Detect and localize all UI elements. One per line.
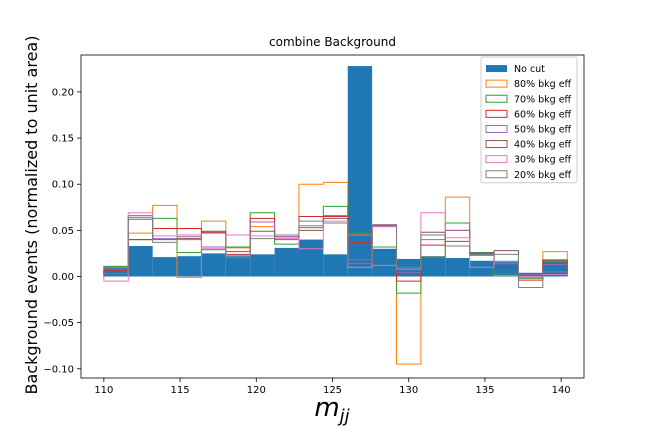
x-tick-label: 125 <box>323 385 342 396</box>
bar-no-cut-9 <box>323 254 348 277</box>
legend-swatch-60pct-bkg-eff <box>485 109 508 118</box>
legend-swatch-20pct-bkg-eff <box>485 170 508 179</box>
x-tick-label: 115 <box>171 385 190 396</box>
x-tick-label: 140 <box>552 385 571 396</box>
y-tick-label: 0.05 <box>52 226 74 237</box>
y-tick-label: 0.00 <box>52 272 74 283</box>
bar-no-cut-3 <box>177 256 202 277</box>
x-tick-label: 135 <box>475 385 494 396</box>
step-line-20pct-bkg-eff <box>103 216 568 289</box>
y-tick-label: −0.05 <box>43 318 74 329</box>
x-tick-label: 120 <box>247 385 266 396</box>
y-axis-label: Background events (normalized to unit ar… <box>22 36 41 395</box>
x-tick-label: 130 <box>399 385 418 396</box>
y-tick-label: 0.15 <box>52 134 74 145</box>
legend-label-70pct-bkg-eff: 70% bkg eff <box>514 94 572 105</box>
step-line-30pct-bkg-eff <box>103 212 568 282</box>
legend-swatch-50pct-bkg-eff <box>485 124 508 133</box>
legend-label-no-cut: No cut <box>514 64 545 75</box>
series-steps-layer <box>103 181 568 365</box>
bar-no-cut-18 <box>542 261 568 277</box>
legend-swatch-70pct-bkg-eff <box>485 94 508 103</box>
bar-no-cut-8 <box>298 239 324 277</box>
bar-no-cut-7 <box>274 247 299 277</box>
bar-no-cut-10 <box>347 66 373 277</box>
bar-no-cut-1 <box>128 246 153 277</box>
legend-label-50pct-bkg-eff: 50% bkg eff <box>514 124 572 135</box>
bar-no-cut-13 <box>420 256 446 277</box>
x-tick-label: 110 <box>94 385 113 396</box>
bar-no-cut-11 <box>372 248 397 277</box>
legend: No cut 80% bkg eff 70% bkg eff 60% bkg eff 5… <box>480 56 578 184</box>
x-axis-label-main: m <box>314 393 339 423</box>
legend-label-20pct-bkg-eff: 20% bkg eff <box>514 170 572 181</box>
legend-swatch-80pct-bkg-eff <box>485 79 508 88</box>
y-axis-ticks: −0.10 −0.05 0.00 0.05 0.10 0.15 0.20 <box>43 87 81 375</box>
legend-label-40pct-bkg-eff: 40% bkg eff <box>514 140 572 151</box>
y-tick-label: 0.10 <box>52 180 74 191</box>
step-line-70pct-bkg-eff <box>103 205 568 294</box>
x-axis-label: mjj <box>314 393 349 427</box>
bar-no-cut-14 <box>445 258 470 277</box>
legend-swatch-no-cut <box>486 65 507 73</box>
x-axis-label-subscript: jj <box>337 406 350 427</box>
legend-label-30pct-bkg-eff: 30% bkg eff <box>514 155 572 166</box>
legend-swatch-30pct-bkg-eff <box>485 155 508 164</box>
y-tick-label: 0.20 <box>52 87 74 98</box>
x-axis-ticks: 110 115 120 125 130 135 140 <box>94 378 571 396</box>
y-tick-label: −0.10 <box>43 364 74 375</box>
bar-no-cut-2 <box>152 257 178 277</box>
legend-box <box>480 56 578 184</box>
series-bars-layer <box>103 66 568 277</box>
legend-label-60pct-bkg-eff: 60% bkg eff <box>514 109 572 120</box>
step-line-50pct-bkg-eff <box>103 215 568 277</box>
bar-no-cut-5 <box>225 256 251 277</box>
chart-title: combine Background <box>269 35 396 49</box>
bar-no-cut-16 <box>494 260 519 277</box>
bar-no-cut-4 <box>201 253 226 277</box>
bar-no-cut-15 <box>469 260 495 277</box>
bar-no-cut-6 <box>250 254 275 277</box>
legend-swatch-40pct-bkg-eff <box>485 140 508 149</box>
legend-label-80pct-bkg-eff: 80% bkg eff <box>514 79 572 90</box>
